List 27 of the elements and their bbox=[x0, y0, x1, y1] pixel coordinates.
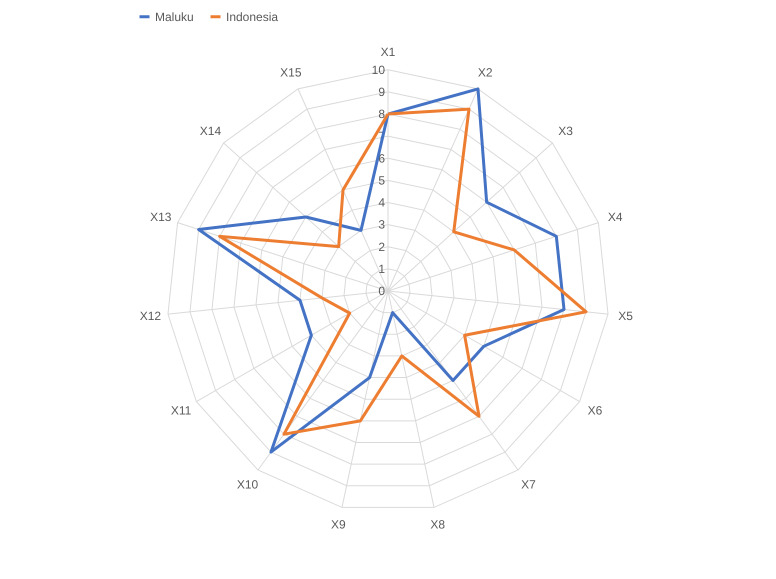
y-tick-label: 2 bbox=[378, 240, 386, 254]
y-tick-label: 5 bbox=[378, 173, 386, 188]
spoke-label: X14 bbox=[200, 124, 222, 138]
spoke-label: X1 bbox=[380, 45, 396, 60]
legend-label: Indonesia bbox=[226, 10, 278, 24]
spoke-label: X2 bbox=[478, 66, 493, 80]
spoke-label: X4 bbox=[608, 210, 623, 224]
spoke-label: X15 bbox=[280, 66, 302, 80]
spoke-label: X12 bbox=[140, 308, 162, 323]
y-tick-label: 3 bbox=[378, 218, 386, 232]
spoke-label: X7 bbox=[521, 477, 536, 492]
y-tick-label: 4 bbox=[378, 196, 386, 210]
y-tick-label: 6 bbox=[378, 151, 386, 166]
spoke-label: X11 bbox=[170, 403, 192, 418]
spoke-label: X6 bbox=[588, 403, 603, 418]
y-tick-label: 0 bbox=[378, 284, 386, 298]
y-tick-label: 10 bbox=[372, 62, 386, 77]
legend-label: Maluku bbox=[155, 10, 194, 24]
spoke-label: X8 bbox=[430, 518, 446, 532]
y-tick-label: 1 bbox=[378, 262, 386, 276]
spoke-label: X9 bbox=[330, 518, 346, 532]
spoke-label: X5 bbox=[618, 308, 634, 323]
spoke-label: X13 bbox=[150, 210, 172, 224]
spoke-label: X3 bbox=[558, 124, 574, 138]
y-tick-label: 9 bbox=[378, 84, 386, 99]
y-tick-label: 8 bbox=[378, 107, 386, 122]
spoke-label: X10 bbox=[236, 477, 259, 492]
